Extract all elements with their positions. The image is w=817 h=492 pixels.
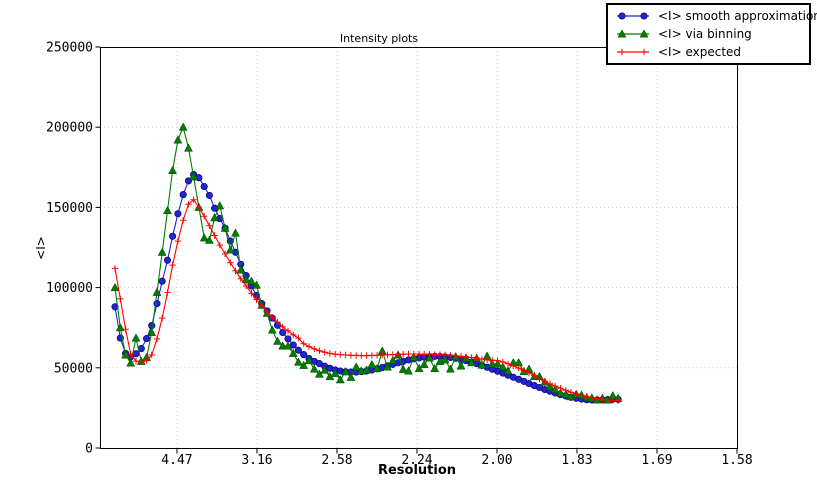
tick-labels: 4.47 3.16 2.58 2.24 2.00 1.83 1.69 1.58 0 50000 10… [46,41,753,469]
triangle-marker-icon [617,29,649,38]
axis-ticks [95,46,738,454]
series-i-expected [111,196,622,404]
gridlines [100,47,737,448]
legend-entry-label: <I> expected [658,45,742,59]
plot-border [100,47,738,449]
legend: <I> smooth approximation <I> via binning <… [606,3,817,65]
legend-entry-label: <I> via binning [658,27,752,41]
x-tick-label: 1.83 [561,453,592,468]
x-tick-label: 1.69 [641,453,672,468]
x-tick-label: 4.47 [161,453,192,468]
x-axis-label: Resolution [377,463,457,478]
y-tick-label: 200000 [46,121,93,136]
y-tick-label: 250000 [46,41,93,56]
x-tick-label: 3.16 [241,453,272,468]
legend-entry: <I> via binning [615,25,803,43]
legend-entry: <I> smooth approximation [615,7,817,25]
chart-title: Intensity plots [339,32,419,45]
y-axis-label: <I> [34,236,48,260]
y-tick-label: 150000 [46,201,93,216]
x-tick-label: 2.00 [481,453,512,468]
y-tick-label: 0 [85,442,93,457]
legend-entry: <I> expected [615,43,803,61]
plus-marker-icon [617,48,649,56]
x-tick-label: 2.24 [401,453,432,468]
y-tick-label: 100000 [46,281,93,296]
legend-entry-label: <I> smooth approximation [658,9,817,23]
x-tick-label: 2.58 [321,453,352,468]
circle-marker-icon [617,12,649,20]
y-tick-label: 50000 [54,361,93,376]
x-tick-label: 1.58 [721,453,752,468]
series-i-via-binning [110,122,623,404]
